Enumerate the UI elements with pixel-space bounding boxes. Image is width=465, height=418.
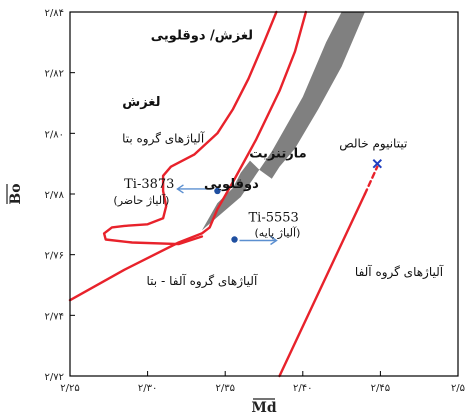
slip-twin-label: لغزش/ دوقلویی <box>151 28 253 43</box>
pure-titanium-marker-stroke-b <box>372 158 383 169</box>
y-tick-label: ۲/۷۲ <box>45 372 64 383</box>
martensite-label: مارتنزیت <box>249 147 306 162</box>
ti-5553-point <box>231 236 238 243</box>
y-tick-label: ۲/۸۴ <box>45 8 64 19</box>
beta-alpha-boundary-dashed <box>363 165 379 196</box>
x-tick-label: ۲/۴۵ <box>371 383 390 394</box>
y-tick-label: ۲/۷۶ <box>45 251 64 262</box>
x-tick-label: ۲/۳۰ <box>138 383 157 394</box>
y-tick-label: ۲/۸۰ <box>45 129 64 140</box>
ti-3873-label: Ti-3873 <box>124 177 174 192</box>
ti-5553-arrow-head <box>270 235 278 246</box>
y-tick-label: ۲/۷۸ <box>45 190 65 201</box>
slip-twin-boundary <box>68 10 308 302</box>
martensite-region <box>201 12 365 231</box>
alpha-beta-group-label: آلیاژهای گروه آلفا - بتا <box>147 273 258 289</box>
y-axis-title: Bo <box>8 183 24 204</box>
ti-5553-label: Ti-5553 <box>249 211 299 226</box>
x-tick-label: ۲/۴۰ <box>293 383 312 394</box>
y-tick-label: ۲/۸۲ <box>45 69 64 80</box>
ti-3873-sublabel: (آلیاژ حاضر) <box>113 193 169 207</box>
ti-5553-sublabel: (آلیاژ پایه) <box>255 226 301 240</box>
ti-3873-point <box>214 187 221 195</box>
x-tick-label: ۲/۵ <box>451 383 465 394</box>
ti-3873-arrow-head <box>176 184 184 194</box>
pure-titanium-label: تیتانیوم خالص <box>339 137 407 152</box>
twin-label: دوقلویی <box>204 177 259 192</box>
x-axis-title: Md <box>251 400 276 416</box>
beta-alpha-boundary-solid <box>278 192 367 378</box>
x-tick-label: ۲/۲۵ <box>60 383 79 394</box>
slip-twin-upper-boundary <box>102 10 278 246</box>
y-tick-label: ۲/۷۴ <box>45 311 64 322</box>
x-tick-label: ۲/۳۵ <box>215 383 234 394</box>
alpha-group-label: آلیاژهای گروه آلفا <box>355 264 444 280</box>
slip-label: لغزش <box>122 95 160 110</box>
beta-group-label: آلیاژهای گروه بتا <box>122 130 205 146</box>
